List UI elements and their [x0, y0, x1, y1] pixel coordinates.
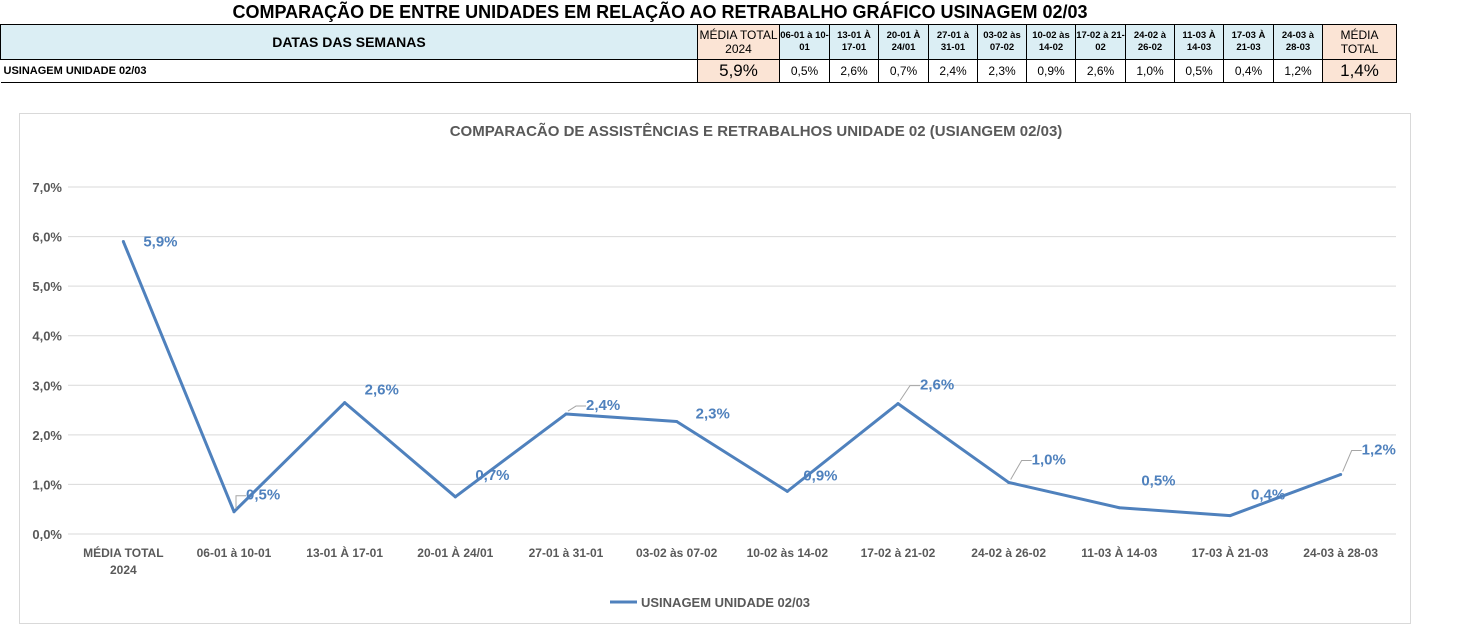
avg-total-value: 1,4% — [1322, 59, 1397, 83]
avg-2024-value: 5,9% — [697, 59, 780, 83]
week-header: 24-02 à 26-02 — [1125, 24, 1175, 60]
table-data-row: USINAGEM UNIDADE 02/03 5,9% 0,5% 2,6% 0,7%… — [0, 59, 1397, 83]
week-value: 1,2% — [1273, 59, 1323, 83]
data-label: 1,2% — [1362, 442, 1396, 459]
x-tick-label: 11-03 À 14-03 — [1081, 545, 1157, 560]
week-header: 20-01 À 24/01 — [878, 24, 929, 60]
data-point — [1228, 514, 1232, 518]
y-tick-label: 5,0% — [32, 279, 62, 294]
week-value: 2,6% — [829, 59, 879, 83]
y-tick-label: 7,0% — [32, 180, 62, 195]
data-point — [896, 402, 900, 406]
x-tick-label: 17-03 À 21-03 — [1192, 545, 1269, 560]
y-tick-label: 3,0% — [32, 378, 62, 393]
week-header: 24-03 à 28-03 — [1273, 24, 1323, 60]
label-leader — [899, 385, 920, 401]
data-point — [232, 510, 236, 514]
legend-label: USINAGEM UNIDADE 02/03 — [641, 595, 810, 610]
label-leader — [567, 405, 586, 412]
data-label: 5,9% — [143, 234, 177, 251]
data-label: 2,3% — [696, 405, 730, 422]
avg-2024-header: MÉDIA TOTAL 2024 — [697, 24, 780, 60]
x-tick-label: 13-01 À 17-01 — [306, 545, 383, 560]
week-header: 17-03 À 21-03 — [1223, 24, 1274, 60]
data-labels: 5,9% 0,5% 2,6% 0,7% 2,4% 2,3% 0,9% 2,6% 1,0% 0,5%… — [143, 234, 1396, 509]
table-header-row: DATAS DAS SEMANAS MÉDIA TOTAL 2024 06-01… — [0, 24, 1397, 60]
data-label: 0,5% — [246, 487, 280, 504]
week-header: 17-02 à 21-02 — [1075, 24, 1126, 60]
legend: USINAGEM UNIDADE 02/03 — [610, 595, 810, 610]
y-tick-label: 4,0% — [32, 329, 62, 344]
week-value: 0,9% — [1026, 59, 1076, 83]
data-label: 0,7% — [475, 467, 509, 484]
y-tick-label: 6,0% — [32, 230, 62, 245]
data-point — [1117, 506, 1121, 510]
y-tick-label: 0,0% — [32, 527, 62, 542]
y-tick-label: 1,0% — [32, 477, 62, 492]
week-value: 2,6% — [1075, 59, 1126, 83]
week-header: 27-01 à 31-01 — [928, 24, 978, 60]
week-header: 06-01 à 10-01 — [779, 24, 830, 60]
data-point — [343, 401, 347, 405]
data-point — [453, 495, 457, 499]
x-tick-label: 24-02 à 26-02 — [971, 546, 1046, 560]
week-value: 0,7% — [878, 59, 929, 83]
data-point — [785, 489, 789, 493]
week-value: 0,5% — [779, 59, 830, 83]
week-value: 0,4% — [1223, 59, 1274, 83]
data-point — [564, 412, 568, 416]
row-label: USINAGEM UNIDADE 02/03 — [0, 59, 698, 83]
data-point — [1339, 473, 1343, 477]
data-point — [675, 419, 679, 423]
data-label: 2,4% — [586, 397, 620, 414]
gridlines — [68, 186, 1396, 535]
week-value: 2,4% — [928, 59, 978, 83]
week-value: 0,5% — [1174, 59, 1224, 83]
week-header: 03-02 às 07-02 — [977, 24, 1027, 60]
data-label: 1,0% — [1032, 451, 1066, 468]
week-value: 2,3% — [977, 59, 1027, 83]
data-label: 0,5% — [1141, 473, 1175, 490]
x-axis: MÉDIA TOTAL 2024 06-01 à 10-01 13-01 À 17-0… — [83, 545, 1378, 577]
line-chart: COMPARACÃO DE ASSISTÊNCIAS E RETRABALHOS… — [32, 122, 1396, 610]
data-point — [121, 240, 125, 244]
label-leader — [1010, 459, 1032, 480]
x-tick-label: 06-01 à 10-01 — [197, 546, 272, 560]
sheet-title: COMPARAÇÃO DE ENTRE UNIDADES EM RELAÇÃO … — [232, 2, 1088, 22]
label-leader — [235, 495, 246, 509]
x-tick-label: 27-01 à 31-01 — [529, 546, 604, 560]
data-label: 2,6% — [365, 382, 399, 399]
x-tick-label: MÉDIA TOTAL 2024 — [83, 545, 163, 577]
series — [121, 240, 1343, 518]
week-header: 13-01 À 17-01 — [829, 24, 879, 60]
series-line — [121, 240, 1342, 518]
chart-title: COMPARACÃO DE ASSISTÊNCIAS E RETRABALHOS… — [450, 122, 1063, 140]
x-tick-label: 03-02 às 07-02 — [636, 546, 718, 560]
avg-total-header: MÉDIA TOTAL — [1322, 24, 1397, 60]
summary-table: DATAS DAS SEMANAS MÉDIA TOTAL 2024 06-01… — [0, 24, 1397, 83]
data-label: 0,9% — [803, 467, 837, 484]
week-value: 1,0% — [1125, 59, 1175, 83]
week-header: 10-02 às 14-02 — [1026, 24, 1076, 60]
x-tick-label: 17-02 à 21-02 — [861, 546, 936, 560]
table-header-label: DATAS DAS SEMANAS — [0, 24, 698, 60]
x-tick-label: 24-03 à 28-03 — [1303, 546, 1378, 560]
label-leader — [1342, 450, 1362, 472]
x-tick-label: 10-02 às 14-02 — [747, 546, 829, 560]
x-tick-label: 20-01 À 24/01 — [417, 545, 493, 560]
week-header: 11-03 À 14-03 — [1174, 24, 1224, 60]
chart-area: COMPARACÃO DE ASSISTÊNCIAS E RETRABALHOS… — [19, 113, 1411, 624]
y-axis: 0,0% 1,0% 2,0% 3,0% 4,0% 5,0% 6,0% 7,0% — [32, 180, 62, 542]
data-label: 0,4% — [1251, 487, 1285, 504]
y-tick-label: 2,0% — [32, 428, 62, 443]
data-point — [1007, 480, 1011, 484]
data-label: 2,6% — [920, 377, 954, 394]
